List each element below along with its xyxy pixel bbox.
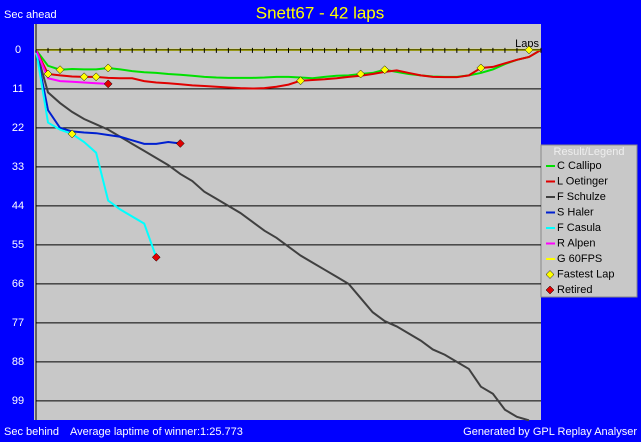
legend-box xyxy=(540,144,638,298)
fastest-lap-marker xyxy=(356,69,365,79)
fastest-lap-marker xyxy=(43,69,53,79)
retired-marker xyxy=(103,79,113,89)
series-line xyxy=(35,49,181,145)
y-tick-label: 55 xyxy=(12,239,24,251)
y-label-bottom: Sec behind xyxy=(4,426,59,438)
legend-label: F Casula xyxy=(557,222,602,234)
fastest-lap-marker xyxy=(79,72,89,82)
legend-label: C Callipo xyxy=(557,160,602,172)
legend-label: S Haler xyxy=(557,206,594,218)
series-line xyxy=(35,49,542,90)
legend-label: Fastest Lap xyxy=(557,268,614,280)
y-tick-label: 22 xyxy=(12,122,24,134)
y-tick-label: 11 xyxy=(12,83,23,95)
legend-label: Retired xyxy=(557,284,592,296)
legend-fastest-marker xyxy=(545,270,555,279)
fastest-lap-marker xyxy=(296,76,305,86)
retired-marker xyxy=(151,252,161,262)
legend-title: Result/Legend xyxy=(554,146,625,158)
y-tick-label: 66 xyxy=(12,278,24,290)
fastest-lap-marker xyxy=(67,129,77,139)
chart-title: Snett67 - 42 laps xyxy=(256,3,385,22)
fastest-lap-marker xyxy=(91,72,101,82)
fastest-lap-marker xyxy=(524,45,534,55)
series-line xyxy=(35,49,158,258)
y-tick-label: 88 xyxy=(12,356,24,368)
legend-retired-marker xyxy=(545,285,555,295)
legend-label: G 60FPS xyxy=(557,253,602,265)
y-tick-label: 77 xyxy=(12,317,24,329)
plot-area xyxy=(34,24,541,420)
fastest-lap-marker xyxy=(103,63,113,73)
fastest-lap-marker xyxy=(55,65,65,75)
retired-marker xyxy=(175,139,185,148)
fastest-lap-marker xyxy=(380,65,390,75)
y-tick-label: 99 xyxy=(12,395,24,407)
legend-label: L Oetinger xyxy=(557,175,608,187)
y-tick-label: 44 xyxy=(12,200,24,212)
y-label-top: Sec ahead xyxy=(4,9,57,21)
footer-left: Average laptime of winner:1:25.773 xyxy=(70,426,243,438)
footer-right: Generated by GPL Replay Analyser xyxy=(463,426,637,438)
y-tick-label: 33 xyxy=(12,161,24,173)
legend-label: F Schulze xyxy=(557,191,606,203)
y-tick-label: 0 xyxy=(15,44,21,56)
x-label: Laps xyxy=(515,38,539,50)
legend-label: R Alpen xyxy=(557,237,596,249)
fastest-lap-marker xyxy=(476,63,486,73)
